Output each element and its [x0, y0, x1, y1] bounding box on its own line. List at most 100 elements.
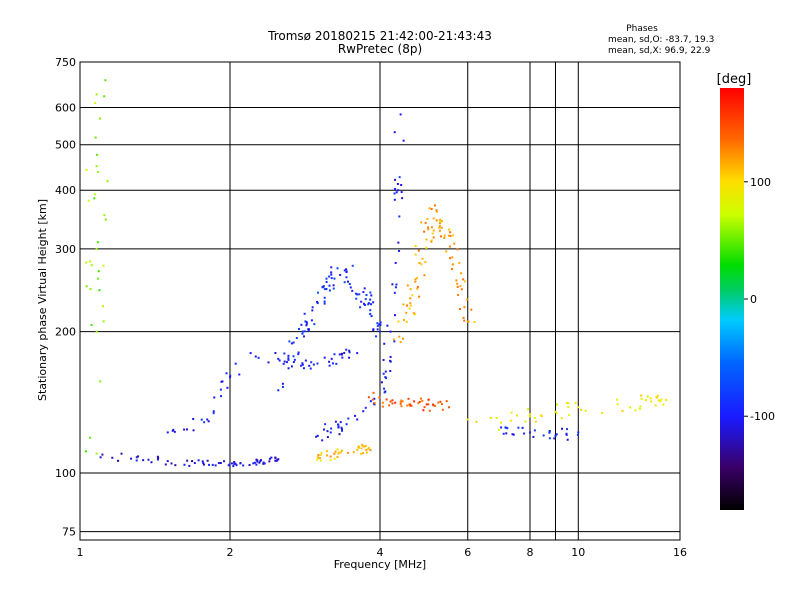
- data-point: [381, 405, 384, 408]
- data-point: [411, 294, 414, 297]
- data-point: [466, 418, 469, 421]
- data-point: [640, 394, 643, 397]
- data-point: [202, 463, 205, 466]
- data-point: [379, 321, 382, 324]
- data-point: [277, 458, 280, 461]
- data-point: [85, 261, 88, 264]
- data-point: [430, 239, 433, 242]
- data-point: [316, 458, 319, 461]
- data-point: [322, 285, 325, 288]
- data-point: [393, 198, 396, 201]
- data-point: [120, 452, 123, 455]
- data-point: [567, 402, 570, 405]
- data-point: [317, 454, 320, 457]
- y-axis-label: Stationary phase Virtual Height [km]: [36, 199, 49, 401]
- data-point: [356, 418, 359, 421]
- x-tick-label: 10: [571, 546, 585, 559]
- data-point: [323, 296, 326, 299]
- data-point: [521, 426, 524, 429]
- data-point: [453, 242, 456, 245]
- data-point: [334, 420, 337, 423]
- data-point: [399, 113, 402, 116]
- data-point: [393, 340, 396, 343]
- data-point: [277, 357, 280, 360]
- data-point: [255, 463, 258, 466]
- data-point: [414, 313, 417, 316]
- data-point: [340, 427, 343, 430]
- data-point: [253, 461, 256, 464]
- data-point: [325, 277, 328, 280]
- data-point: [362, 452, 365, 455]
- data-point: [300, 323, 303, 326]
- data-point: [367, 396, 370, 399]
- data-point: [375, 335, 378, 338]
- data-point: [379, 323, 382, 326]
- data-point: [373, 402, 376, 405]
- x-tick-label: 16: [673, 546, 687, 559]
- data-point: [443, 236, 446, 239]
- data-point: [220, 395, 223, 398]
- data-point: [330, 273, 333, 276]
- data-point: [428, 409, 431, 412]
- data-point: [568, 414, 571, 417]
- data-point: [98, 289, 101, 292]
- data-point: [451, 263, 454, 266]
- data-point: [202, 462, 205, 465]
- data-point: [447, 234, 450, 237]
- data-point: [489, 416, 492, 419]
- data-point: [287, 358, 290, 361]
- data-point: [217, 462, 220, 465]
- data-point: [565, 432, 568, 435]
- data-point: [292, 341, 295, 344]
- data-point: [316, 456, 319, 459]
- data-point: [430, 240, 433, 243]
- data-point: [93, 197, 96, 200]
- data-point: [104, 218, 107, 221]
- data-point: [437, 401, 440, 404]
- data-point: [111, 456, 114, 459]
- data-point: [418, 295, 421, 298]
- data-point: [315, 435, 318, 438]
- data-point: [360, 452, 363, 455]
- data-point: [566, 428, 569, 431]
- data-point: [328, 364, 331, 367]
- data-point: [445, 400, 448, 403]
- data-point: [259, 460, 262, 463]
- data-point: [348, 349, 351, 352]
- data-point: [328, 275, 331, 278]
- data-point: [338, 353, 341, 356]
- data-point: [512, 433, 515, 436]
- data-point: [459, 285, 462, 288]
- data-point: [657, 399, 660, 402]
- data-point: [405, 320, 408, 323]
- data-point: [517, 426, 520, 429]
- data-point: [423, 230, 426, 233]
- data-point: [391, 283, 394, 286]
- data-point: [445, 250, 448, 253]
- data-point: [212, 412, 215, 415]
- data-point: [365, 294, 368, 297]
- data-point: [206, 459, 209, 462]
- data-point: [567, 405, 570, 408]
- data-point: [363, 287, 366, 290]
- data-point: [452, 234, 455, 237]
- data-point: [336, 267, 339, 270]
- data-point: [249, 352, 252, 355]
- data-point: [640, 397, 643, 400]
- data-point: [95, 330, 98, 333]
- data-point: [439, 219, 442, 222]
- data-point: [301, 362, 304, 365]
- data-point: [448, 257, 451, 260]
- data-point: [258, 461, 261, 464]
- data-point: [409, 304, 412, 307]
- data-point: [339, 273, 342, 276]
- data-point: [333, 353, 336, 356]
- data-point: [427, 228, 430, 231]
- data-point: [463, 280, 466, 283]
- data-point: [301, 332, 304, 335]
- data-point: [395, 191, 398, 194]
- data-point: [402, 318, 405, 321]
- data-point: [438, 225, 441, 228]
- data-point: [409, 297, 412, 300]
- data-point: [367, 303, 370, 306]
